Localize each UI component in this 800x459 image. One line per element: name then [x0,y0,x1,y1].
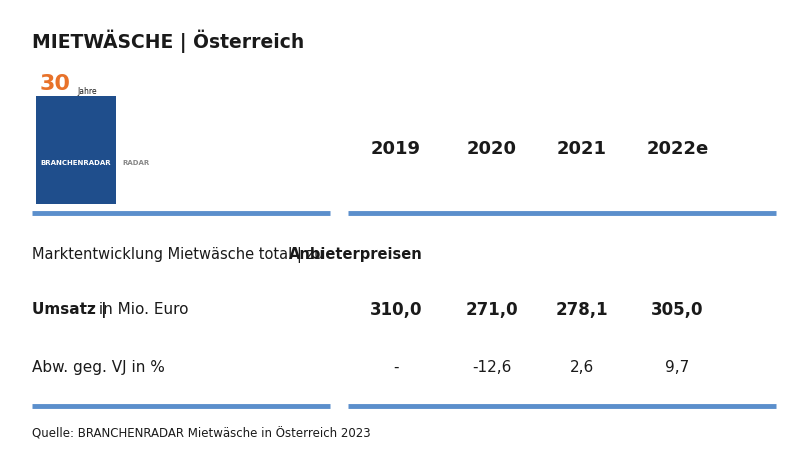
Text: 30: 30 [40,74,71,94]
Text: 2022e: 2022e [646,140,709,158]
Text: Abw. geg. VJ in %: Abw. geg. VJ in % [32,360,165,375]
Text: Jahre: Jahre [78,87,98,96]
Text: Umsatz |: Umsatz | [32,302,106,318]
Text: 2021: 2021 [557,140,606,158]
Text: MIETWÄSCHE | Österreich: MIETWÄSCHE | Österreich [32,30,304,53]
Text: Marktentwicklung Mietwäsche total | zu: Marktentwicklung Mietwäsche total | zu [32,247,328,263]
Text: -12,6: -12,6 [472,360,512,375]
Text: in Mio. Euro: in Mio. Euro [94,302,188,317]
Text: 2020: 2020 [467,140,517,158]
Text: RADAR: RADAR [122,160,150,166]
Text: Quelle: BRANCHENRADAR Mietwäsche in Österreich 2023: Quelle: BRANCHENRADAR Mietwäsche in Öste… [32,427,370,440]
Text: 2019: 2019 [371,140,421,158]
Text: BRANCHENRADAR: BRANCHENRADAR [40,160,110,166]
FancyBboxPatch shape [36,96,116,204]
Text: -: - [394,360,398,375]
Text: Anbieterpreisen: Anbieterpreisen [289,247,422,262]
Text: 310,0: 310,0 [370,301,422,319]
Text: 9,7: 9,7 [666,360,690,375]
Text: 271,0: 271,0 [466,301,518,319]
Text: 278,1: 278,1 [555,301,608,319]
Text: 2,6: 2,6 [570,360,594,375]
Text: 305,0: 305,0 [651,301,704,319]
